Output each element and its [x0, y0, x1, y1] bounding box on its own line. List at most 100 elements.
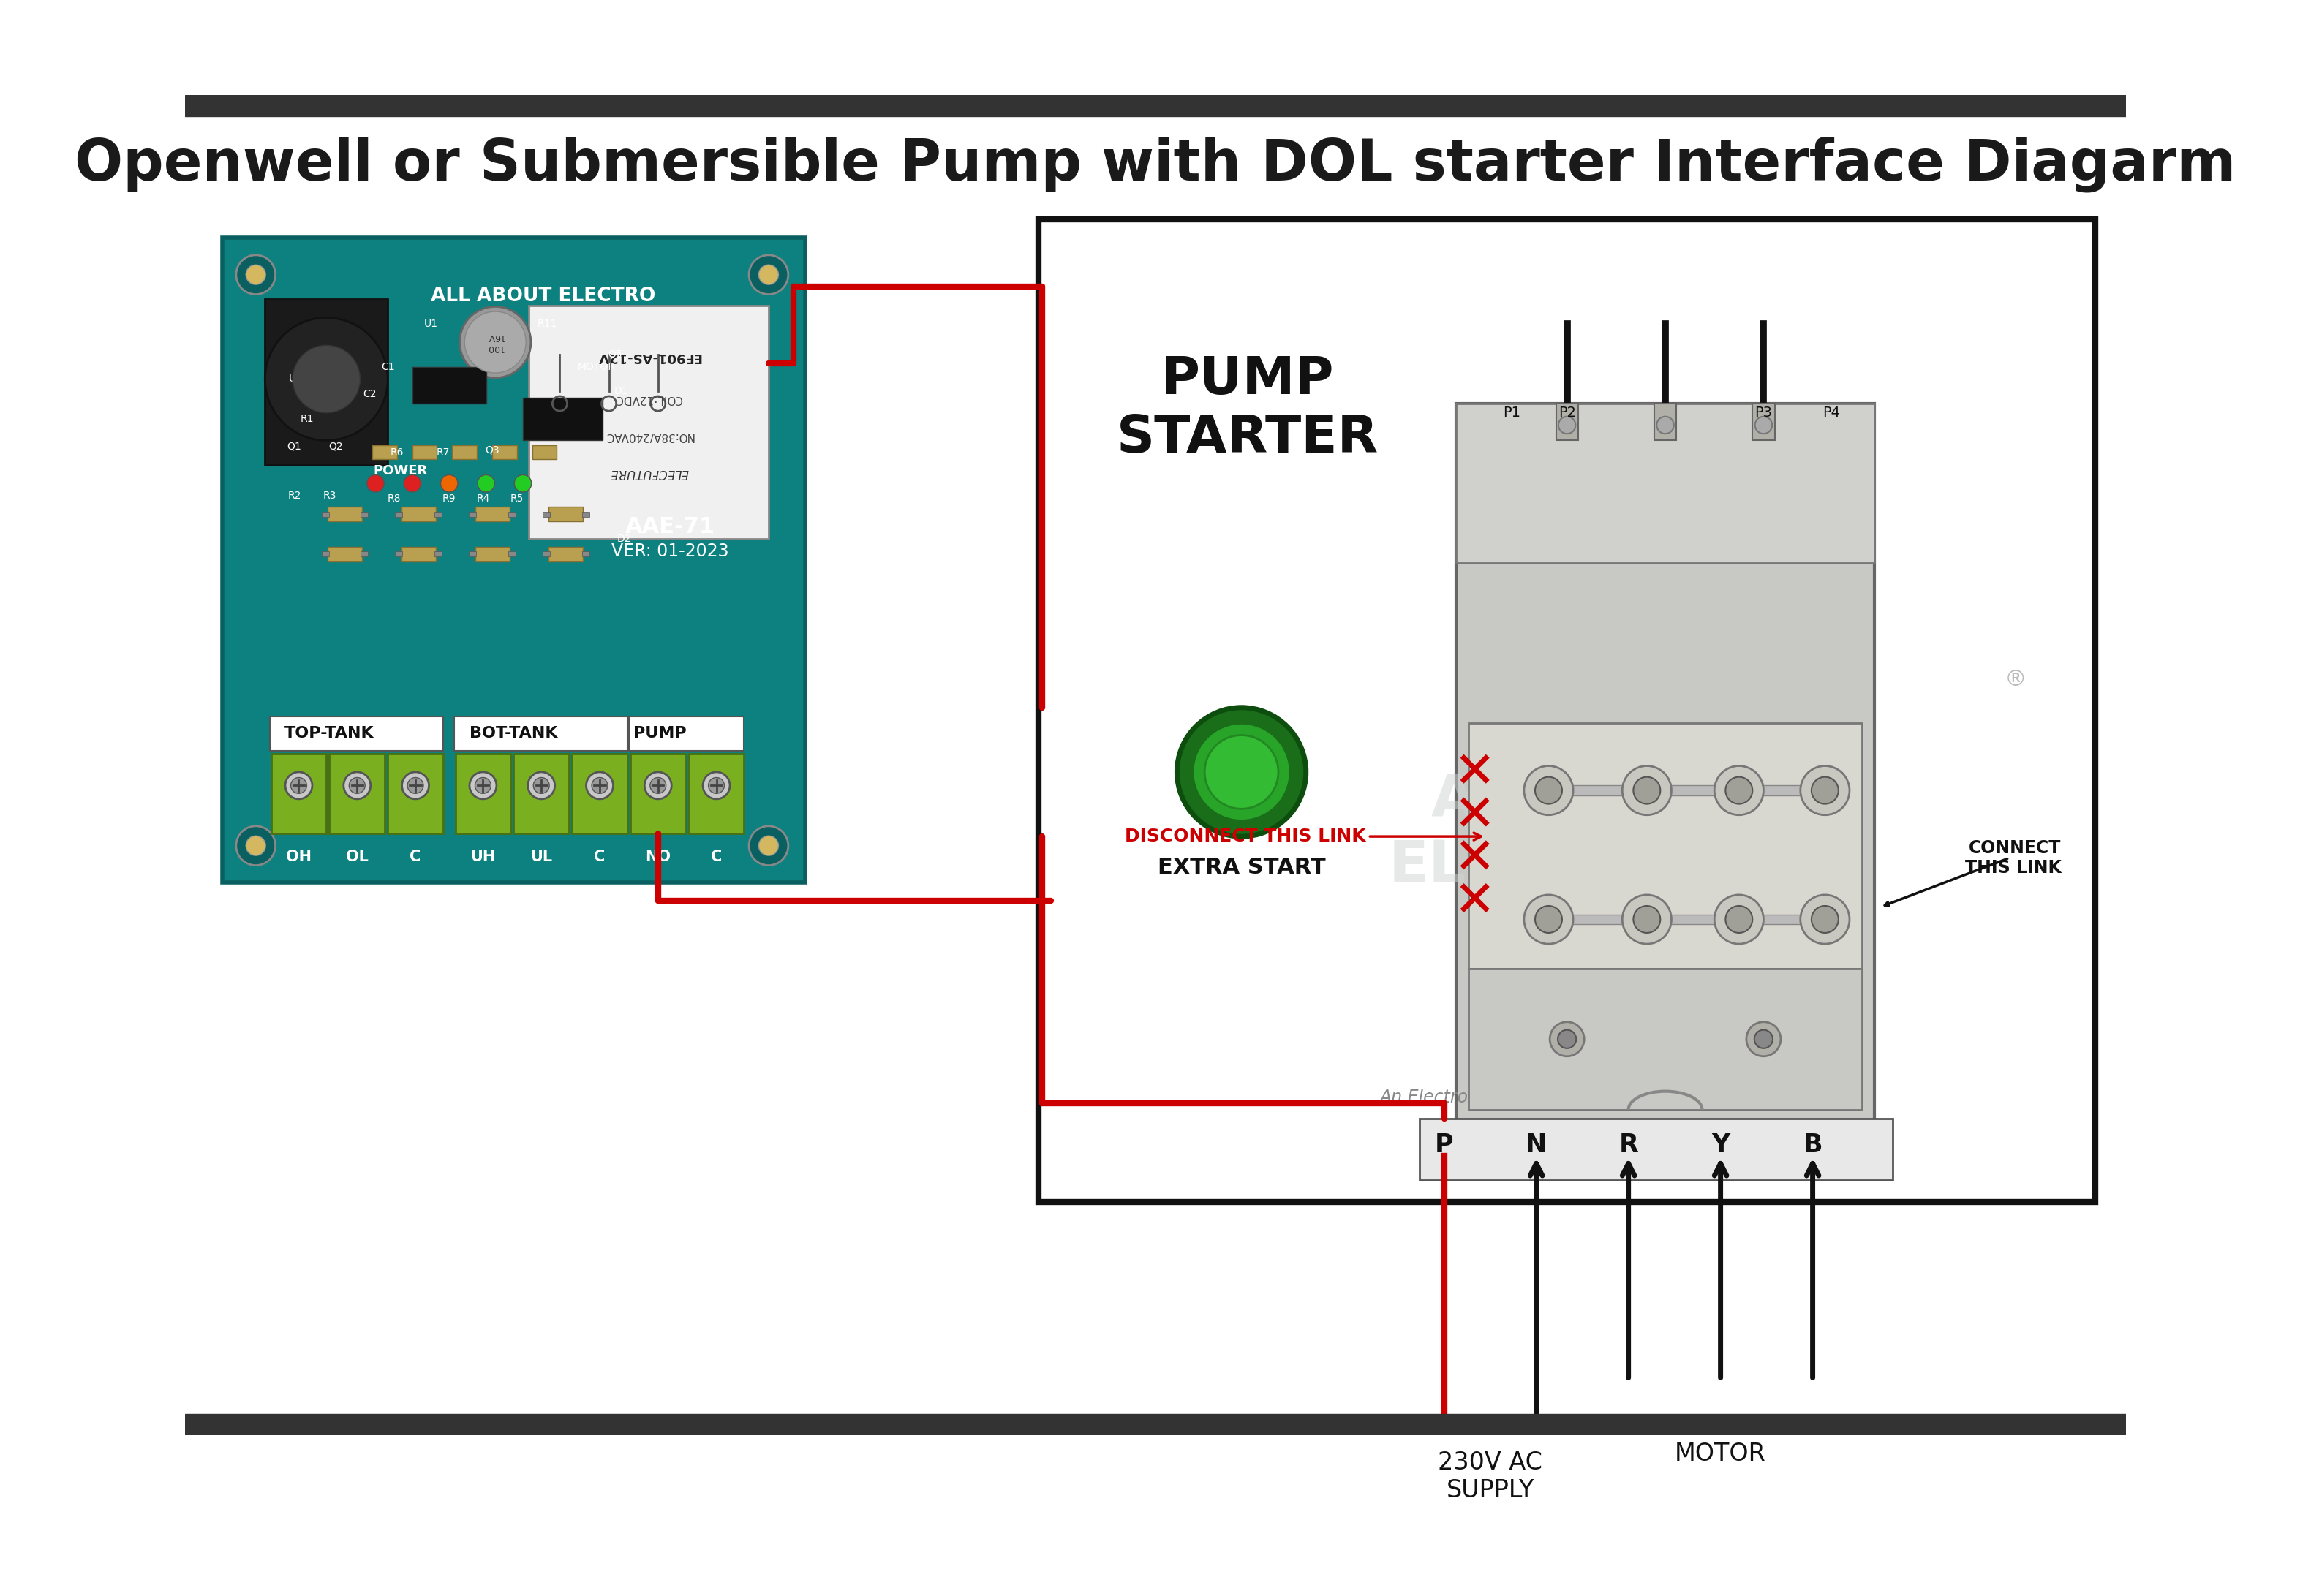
Bar — [455, 753, 511, 833]
Bar — [388, 753, 444, 833]
Circle shape — [592, 777, 608, 793]
Circle shape — [245, 265, 266, 284]
Circle shape — [1176, 707, 1306, 836]
Text: PUMP: PUMP — [633, 726, 686, 741]
Bar — [582, 552, 589, 557]
Text: R4: R4 — [476, 493, 490, 504]
Circle shape — [402, 772, 430, 800]
Text: Q5: Q5 — [608, 350, 622, 359]
Text: P2: P2 — [1558, 405, 1576, 420]
Circle shape — [1535, 907, 1562, 932]
Text: UL: UL — [529, 849, 552, 863]
Bar — [513, 753, 569, 833]
Bar — [1470, 723, 1863, 969]
Circle shape — [236, 827, 275, 865]
Bar — [548, 508, 582, 522]
Bar — [1470, 969, 1863, 1109]
Text: PUMP
STARTER: PUMP STARTER — [1116, 354, 1380, 463]
Circle shape — [645, 772, 673, 800]
Bar — [1419, 1119, 1893, 1181]
Circle shape — [1192, 723, 1290, 820]
Text: C: C — [409, 849, 421, 863]
Circle shape — [1747, 1021, 1782, 1057]
Circle shape — [476, 777, 490, 793]
Bar — [476, 508, 508, 522]
Circle shape — [236, 255, 275, 294]
Bar — [361, 552, 367, 557]
Circle shape — [587, 772, 612, 800]
Bar — [476, 547, 508, 562]
Text: An Electronics Engineering R & D Company: An Electronics Engineering R & D Company — [1380, 1088, 1754, 1106]
Circle shape — [1551, 1021, 1583, 1057]
Text: C1: C1 — [381, 362, 395, 372]
Circle shape — [465, 311, 527, 373]
Circle shape — [1523, 766, 1574, 816]
Bar — [532, 445, 557, 460]
Circle shape — [284, 772, 312, 800]
Text: MOTOR: MOTOR — [578, 362, 615, 372]
Text: C2: C2 — [363, 389, 377, 399]
Text: NO:38A/240VAC: NO:38A/240VAC — [603, 431, 693, 442]
Text: R7: R7 — [437, 447, 451, 458]
Bar — [395, 552, 402, 557]
Bar — [411, 445, 437, 460]
Bar — [1752, 785, 1819, 795]
Text: R9: R9 — [441, 493, 455, 504]
Bar — [453, 445, 476, 460]
Bar — [361, 512, 367, 517]
Text: Openwell or Submersible Pump with DOL starter Interface Diagarm: Openwell or Submersible Pump with DOL st… — [74, 136, 2237, 192]
Circle shape — [1523, 895, 1574, 943]
Circle shape — [245, 836, 266, 855]
Circle shape — [344, 772, 370, 800]
Bar — [1752, 915, 1819, 924]
Text: 100
16V: 100 16V — [485, 332, 504, 353]
Bar — [330, 753, 384, 833]
Bar — [222, 238, 807, 883]
Circle shape — [649, 777, 666, 793]
Text: NO: NO — [645, 849, 670, 863]
Text: D2: D2 — [617, 533, 631, 544]
Circle shape — [758, 265, 779, 284]
Text: BOT-TANK: BOT-TANK — [469, 726, 557, 741]
Bar — [328, 547, 363, 562]
Text: R3: R3 — [324, 490, 335, 501]
Circle shape — [1715, 895, 1763, 943]
Bar — [434, 552, 441, 557]
Circle shape — [1634, 777, 1659, 804]
Bar — [402, 547, 437, 562]
Text: P4: P4 — [1823, 405, 1840, 420]
Bar — [492, 445, 518, 460]
Text: Q2: Q2 — [328, 442, 342, 452]
Circle shape — [749, 255, 788, 294]
Text: B: B — [1803, 1132, 1823, 1157]
Text: N: N — [1525, 1132, 1546, 1157]
Bar — [1659, 915, 1726, 924]
Text: EF901-AS-12V: EF901-AS-12V — [596, 350, 700, 364]
Circle shape — [703, 772, 730, 800]
Text: R5: R5 — [511, 493, 525, 504]
Text: Q3: Q3 — [485, 445, 499, 455]
Text: Y: Y — [1712, 1132, 1729, 1157]
Circle shape — [1726, 907, 1752, 932]
Bar — [582, 512, 589, 517]
Bar — [1752, 404, 1775, 440]
Text: ALL ABOUT
ELECTRONICS: ALL ABOUT ELECTRONICS — [1389, 772, 1844, 895]
Circle shape — [1558, 1029, 1576, 1049]
Bar — [266, 298, 388, 464]
Circle shape — [1754, 1029, 1773, 1049]
Text: ELECFUTURE: ELECFUTURE — [610, 466, 689, 480]
Circle shape — [758, 836, 779, 855]
Bar — [469, 512, 476, 517]
Text: C: C — [594, 849, 605, 863]
Text: 230V AC
SUPPLY: 230V AC SUPPLY — [1437, 1451, 1541, 1502]
Circle shape — [1715, 766, 1763, 816]
Text: D1: D1 — [615, 386, 629, 396]
Text: ®: ® — [2004, 669, 2027, 691]
Circle shape — [1204, 736, 1278, 809]
Text: R2: R2 — [289, 490, 300, 501]
Bar — [522, 397, 603, 440]
Bar — [434, 512, 441, 517]
Circle shape — [1800, 895, 1849, 943]
Circle shape — [1622, 895, 1671, 943]
Circle shape — [469, 772, 497, 800]
